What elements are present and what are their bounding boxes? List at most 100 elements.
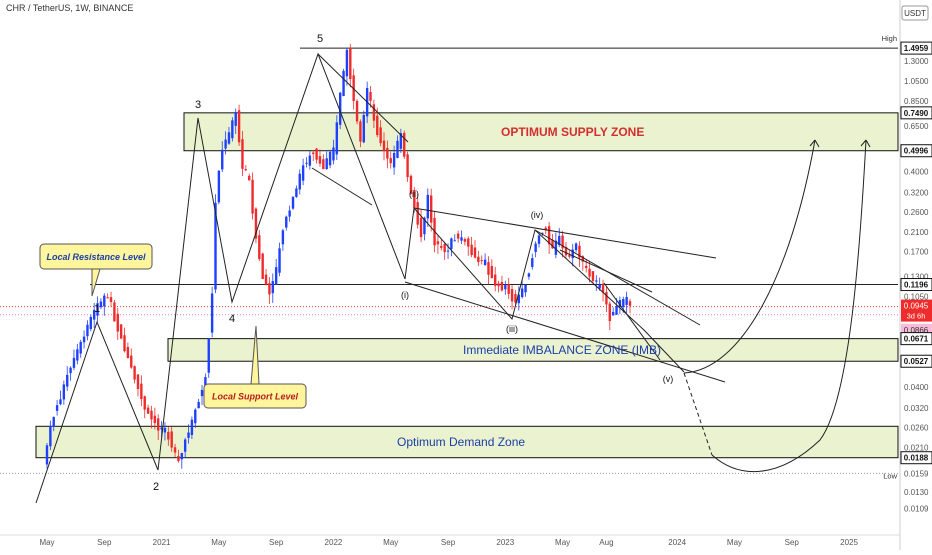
y-tick-label: 0.2100 [904,228,929,237]
candle-body [335,122,339,155]
structure-line-3 [413,207,717,259]
x-tick-label: Aug [599,538,613,547]
candle-body [194,409,197,424]
candle-body [547,226,551,245]
candle-body [568,255,571,257]
candle-body [359,121,362,142]
wave-label-2: 3 [195,99,201,111]
candle-body [514,294,517,303]
candle-body [456,233,460,239]
candle-body [473,247,477,258]
current-price-countdown: 3d 6h [907,312,926,321]
candle-body [153,415,157,424]
price-label-box-8 [900,451,932,465]
candle-body [187,432,190,438]
currency-badge [901,5,929,21]
candle-body [601,283,605,293]
x-tick-label: Sep [269,538,284,547]
candle-body [96,303,99,316]
candle-body [527,273,531,277]
candle-body [622,299,625,308]
candle-body [507,284,510,294]
candle-body [325,158,328,170]
candle-body [49,425,52,447]
candle-body [62,384,66,400]
x-tick-label: 2021 [153,538,171,547]
candle-body [386,147,389,159]
candle-body [207,338,210,373]
candle-body [140,383,143,400]
price-label-box-0 [900,41,932,55]
candle-body [157,418,160,431]
candle-body [318,156,322,164]
candle-body [551,240,554,249]
x-tick-label: Sep [785,538,800,547]
candle-body [443,243,446,253]
candle-body [561,235,564,249]
candle-body [615,305,618,315]
candle-body [177,455,180,462]
candle-body [224,139,227,149]
candle-body [409,175,413,194]
candle-body [190,419,194,436]
y-tick-label: 0.0130 [904,488,929,497]
y-tick-label: 0.3200 [904,188,929,197]
y-tick-label: 1.0500 [904,77,929,86]
price-label-0: 1.4959 [904,44,929,53]
candle-body [170,431,173,448]
candle-body [611,312,615,316]
candle-body [558,235,561,246]
y-tick-label: 1.3000 [904,57,929,66]
candle-body [52,417,55,427]
structure-line-0 [35,52,685,504]
candle-body [355,100,359,122]
candle-body [274,267,278,285]
candle-body [500,282,504,291]
y-tick-label: 0.0400 [904,383,929,392]
candle-body [160,427,163,430]
candle-body [322,159,325,170]
zone-label-2: Optimum Demand Zone [397,435,525,449]
candle-body [72,357,76,368]
candle-body [217,170,221,203]
x-tick-label: May [39,538,54,547]
candle-body [544,227,547,230]
candle-body [268,283,271,295]
candle-body [227,132,231,144]
candle-body [369,92,372,101]
candle-body [429,195,433,223]
candle-body [349,47,352,80]
candle-body [197,401,200,409]
candle-body [133,366,136,380]
candle-body [150,410,153,420]
projection-curve-2 [711,139,867,473]
candle-body [419,217,423,238]
y-tick-label: 0.0260 [904,423,929,432]
structure-line-4 [404,281,726,383]
candle-body [281,230,285,245]
x-tick-label: May [211,538,226,547]
projection-arrow-2 [860,139,871,148]
candle-body [116,313,119,332]
structure-line-2 [311,167,373,206]
candle-body [564,246,568,256]
candle-body [204,377,207,386]
candle-body [278,248,281,273]
candle-body [76,349,79,361]
candle-body [45,445,49,465]
candle-body [379,127,382,144]
candle-body [578,245,581,258]
candle-body [463,239,467,242]
candle-body [510,288,514,302]
candle-body [423,217,426,235]
candle-body [345,49,349,77]
candle-body [308,155,312,166]
candle-body [237,110,241,143]
candle-body [389,158,392,164]
wave-label-3: 4 [229,313,235,325]
callout-text-0: Local Resistance Level [46,252,146,262]
candle-body [261,253,264,280]
candle-body [342,70,345,97]
